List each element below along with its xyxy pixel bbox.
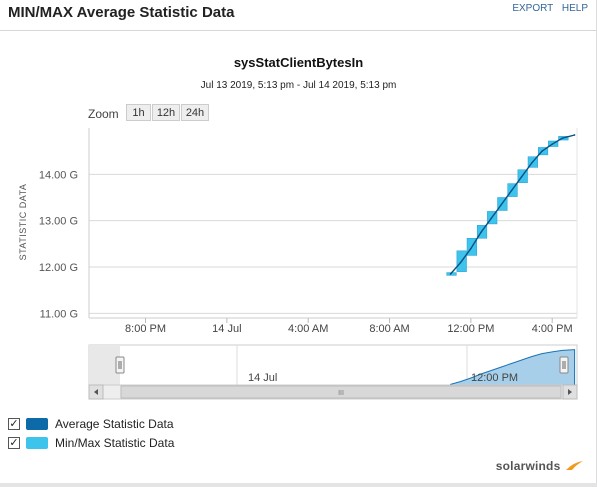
solarwinds-logo: solarwinds: [496, 458, 584, 473]
y-tick-label: 13.00 G: [39, 216, 78, 228]
legend-checkbox-average[interactable]: ✓: [8, 418, 20, 430]
navigator-handle-right[interactable]: [559, 356, 569, 374]
scroll-right-arrow-icon: [568, 389, 572, 395]
average-point: [551, 143, 553, 146]
export-link[interactable]: EXPORT: [512, 3, 554, 14]
x-tick-label: 4:00 PM: [532, 323, 573, 335]
zoom-1h-button[interactable]: 1h: [126, 104, 151, 121]
average-point: [531, 161, 533, 164]
zoom-12h-button[interactable]: 12h: [152, 104, 180, 121]
y-axis-label: STATISTIC DATA: [18, 184, 28, 261]
footer-bar: [0, 483, 597, 487]
average-point: [449, 273, 452, 275]
chart-title: sysStatClientBytesIn: [233, 55, 364, 70]
navigator-area: [450, 349, 576, 386]
chart-subtitle: Jul 13 2019, 5:13 pm - Jul 14 2019, 5:13…: [200, 80, 397, 91]
widget-title: MIN/MAX Average Statistic Data: [8, 4, 235, 21]
widget-header: MIN/MAX Average Statistic Data EXPORT HE…: [0, 0, 596, 31]
average-point: [500, 203, 503, 206]
x-tick-label: 12:00 PM: [447, 323, 494, 335]
average-point: [510, 189, 513, 192]
legend-swatch-minmax: [26, 437, 48, 449]
y-tick-label: 14.00 G: [39, 169, 78, 181]
logo-swoosh-icon: [566, 461, 583, 470]
legend-checkbox-minmax[interactable]: ✓: [8, 437, 20, 449]
brand-text: solarwinds: [495, 459, 561, 473]
legend-label-minmax: Min/Max Statistic Data: [55, 436, 175, 450]
average-point: [480, 231, 482, 234]
average-point: [490, 217, 492, 220]
x-tick-label: 14 Jul: [212, 323, 241, 335]
y-tick-label: 11.00 G: [40, 308, 78, 320]
average-point: [459, 261, 462, 264]
range-navigator[interactable]: 14 Jul 12:00 PM: [88, 344, 578, 386]
legend-swatch-average: [26, 418, 48, 430]
navigator-mask-left: [89, 345, 120, 385]
x-tick-label: 4:00 AM: [288, 323, 328, 335]
header-links: EXPORT HELP: [506, 3, 588, 14]
navigator-label-right: 12:00 PM: [471, 372, 518, 384]
y-tick-label: 12.00 G: [39, 262, 78, 274]
scroll-left-arrow-icon: [94, 389, 98, 395]
navigator-handle-left[interactable]: [115, 356, 125, 374]
zoom-24h-button[interactable]: 24h: [181, 104, 209, 121]
average-point: [541, 150, 543, 152]
average-point: [520, 175, 523, 178]
average-point: [561, 137, 564, 139]
average-point: [573, 134, 576, 136]
scrollbar-thumb[interactable]: [120, 385, 562, 399]
zoom-label: Zoom: [88, 107, 119, 121]
legend-label-average: Average Statistic Data: [55, 417, 174, 431]
scrollbar-grip: III: [338, 390, 344, 397]
average-point: [470, 247, 472, 250]
navigator-label-left: 14 Jul: [248, 372, 277, 384]
plot-area: [89, 128, 577, 318]
scrollbar[interactable]: III: [88, 384, 578, 400]
x-tick-label: 8:00 PM: [125, 323, 166, 335]
x-tick-label: 8:00 AM: [369, 323, 409, 335]
help-link[interactable]: HELP: [561, 3, 588, 14]
